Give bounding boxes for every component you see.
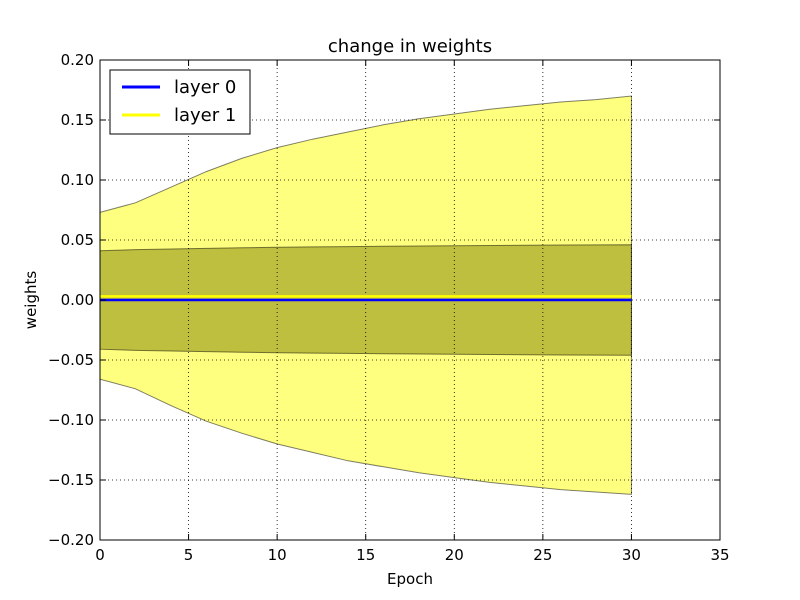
y-ticks: −0.20 −0.15 −0.10 −0.05 0.00 0.05 0.10 0.15 0.20 bbox=[48, 51, 720, 549]
y-axis-label: weights bbox=[22, 271, 40, 330]
y-tick-label: 0.10 bbox=[61, 171, 94, 189]
y-tick-label: −0.10 bbox=[48, 411, 94, 429]
y-tick-label: 0.00 bbox=[61, 291, 94, 309]
lines-layer bbox=[100, 295, 632, 302]
y-tick-label: −0.20 bbox=[48, 531, 94, 549]
y-tick-label: −0.05 bbox=[48, 351, 94, 369]
y-tick-label: 0.15 bbox=[61, 111, 94, 129]
x-tick-label: 15 bbox=[356, 546, 375, 564]
x-tick-label: 35 bbox=[710, 546, 729, 564]
x-axis-label: Epoch bbox=[387, 570, 433, 588]
legend-box bbox=[109, 69, 251, 135]
x-tick-label: 30 bbox=[622, 546, 641, 564]
y-tick-label: 0.20 bbox=[61, 51, 94, 69]
x-tick-label: 5 bbox=[184, 546, 194, 564]
x-tick-label: 0 bbox=[95, 546, 105, 564]
chart-title: change in weights bbox=[328, 36, 492, 57]
x-tick-label: 20 bbox=[445, 546, 464, 564]
x-tick-label: 10 bbox=[268, 546, 287, 564]
legend-label-layer-0: layer 0 bbox=[174, 77, 236, 98]
y-tick-label: −0.15 bbox=[48, 471, 94, 489]
y-tick-label: 0.05 bbox=[61, 231, 94, 249]
x-ticks: 0 5 10 15 20 25 30 35 bbox=[95, 60, 730, 564]
x-tick-label: 25 bbox=[533, 546, 552, 564]
legend-label-layer-1: layer 1 bbox=[174, 105, 236, 126]
legend: layer 0 layer 1 bbox=[109, 69, 251, 135]
